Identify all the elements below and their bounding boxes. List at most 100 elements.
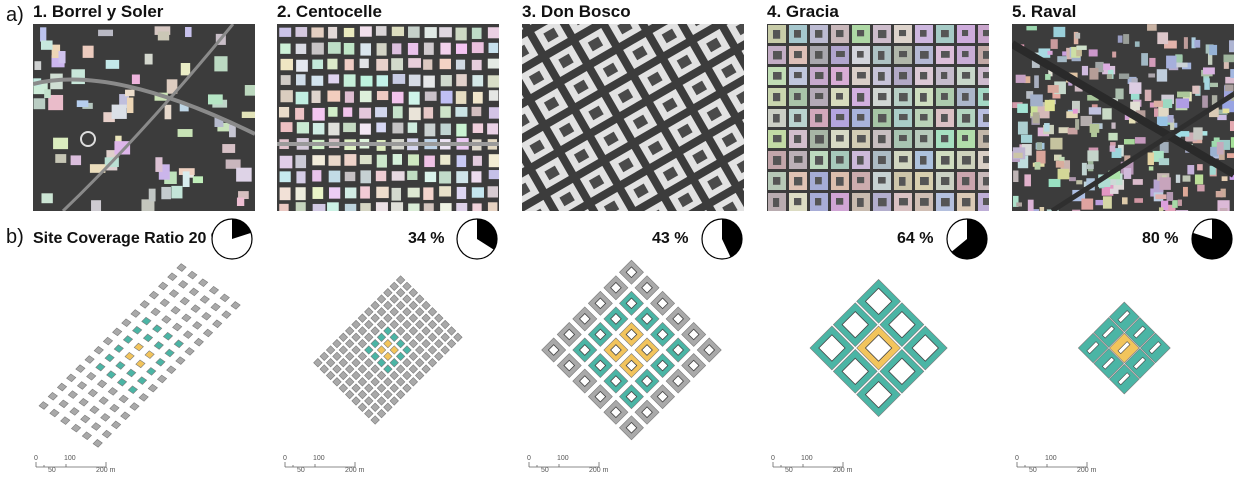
courtyard — [703, 344, 716, 356]
building-block — [364, 370, 374, 381]
pie-coverage-slice — [477, 219, 497, 250]
building-block — [395, 326, 406, 336]
site-title-2: 2. Centocelle — [277, 2, 382, 21]
coverage-label-2: 34 % — [408, 230, 445, 247]
building-block — [113, 344, 124, 353]
building-block — [389, 383, 399, 393]
courtyard — [563, 328, 576, 341]
building-block — [141, 316, 152, 326]
building-block — [395, 389, 406, 400]
light-well — [1117, 372, 1131, 386]
building-block — [158, 281, 169, 291]
pie-coverage-slice — [722, 219, 742, 258]
coverage-pie-5 — [1191, 218, 1233, 260]
building-block — [210, 302, 221, 312]
building-block — [192, 321, 203, 330]
building-block — [421, 300, 431, 311]
courtyard — [625, 266, 638, 279]
building-block — [325, 345, 336, 355]
building-block — [182, 330, 194, 339]
coverage-pie-1 — [211, 218, 253, 260]
building-block — [383, 364, 393, 374]
building-block — [325, 370, 336, 381]
building-block — [332, 351, 342, 362]
building-block — [364, 307, 374, 317]
building-block — [440, 332, 450, 342]
building-block — [402, 345, 412, 355]
building-block — [190, 304, 201, 313]
building-block — [408, 377, 419, 387]
courtyard — [610, 281, 622, 294]
building-block — [383, 402, 393, 412]
building-block — [415, 294, 425, 304]
building-block — [351, 396, 361, 406]
aerial-photo-5 — [1012, 24, 1234, 211]
building-block — [351, 332, 361, 342]
building-block — [389, 319, 399, 330]
building-block — [95, 362, 106, 372]
aerial-photo-2 — [277, 24, 499, 211]
building-block — [219, 293, 230, 303]
building-block — [395, 300, 406, 311]
building-block — [364, 358, 374, 368]
building-block — [80, 414, 91, 424]
building-block — [395, 338, 406, 349]
light-well — [1086, 341, 1100, 355]
building-block — [421, 338, 431, 349]
building-block — [357, 338, 368, 349]
building-block — [81, 431, 92, 440]
building-block — [395, 377, 406, 387]
building-block — [49, 408, 60, 418]
building-block — [172, 322, 183, 332]
courtyard — [641, 406, 653, 419]
building-block — [135, 359, 146, 369]
building-block — [351, 345, 361, 355]
building-block — [91, 422, 102, 431]
building-block — [357, 313, 368, 323]
building-block — [408, 351, 419, 362]
building-block — [319, 364, 329, 374]
building-block — [345, 389, 355, 400]
courtyard — [625, 297, 638, 310]
building-block — [376, 396, 387, 406]
building-block — [389, 345, 399, 355]
building-block — [402, 370, 412, 381]
courtyard — [625, 359, 638, 372]
building-block — [78, 397, 89, 407]
building-block — [351, 383, 361, 393]
building-block — [408, 313, 419, 323]
coverage-label-5: 80 % — [1142, 230, 1179, 247]
building-block — [383, 326, 393, 336]
courtyard — [841, 357, 869, 386]
courtyard — [656, 359, 669, 372]
building-block — [415, 319, 425, 330]
light-well — [1117, 310, 1131, 323]
building-block — [383, 313, 393, 323]
building-block — [402, 319, 412, 330]
building-block — [408, 288, 419, 298]
building-block — [415, 358, 425, 368]
building-block — [364, 396, 374, 406]
building-block — [76, 381, 88, 390]
building-block — [389, 307, 399, 317]
building-block — [370, 338, 380, 349]
building-block — [159, 298, 170, 307]
building-block — [162, 331, 174, 341]
building-block — [434, 338, 444, 349]
building-block — [126, 368, 137, 378]
building-block — [109, 403, 120, 413]
building-block — [198, 278, 209, 287]
building-block — [345, 326, 355, 336]
building-block — [395, 351, 406, 362]
building-block — [345, 338, 355, 349]
building-block — [376, 408, 387, 419]
site-title-4: 4. Gracia — [767, 2, 839, 21]
building-block — [446, 338, 457, 349]
building-block — [389, 294, 399, 304]
building-block — [89, 405, 100, 415]
building-block — [370, 326, 380, 336]
courtyard — [656, 390, 669, 403]
building-block — [118, 394, 129, 404]
building-block — [104, 353, 115, 363]
courtyard — [594, 390, 607, 403]
